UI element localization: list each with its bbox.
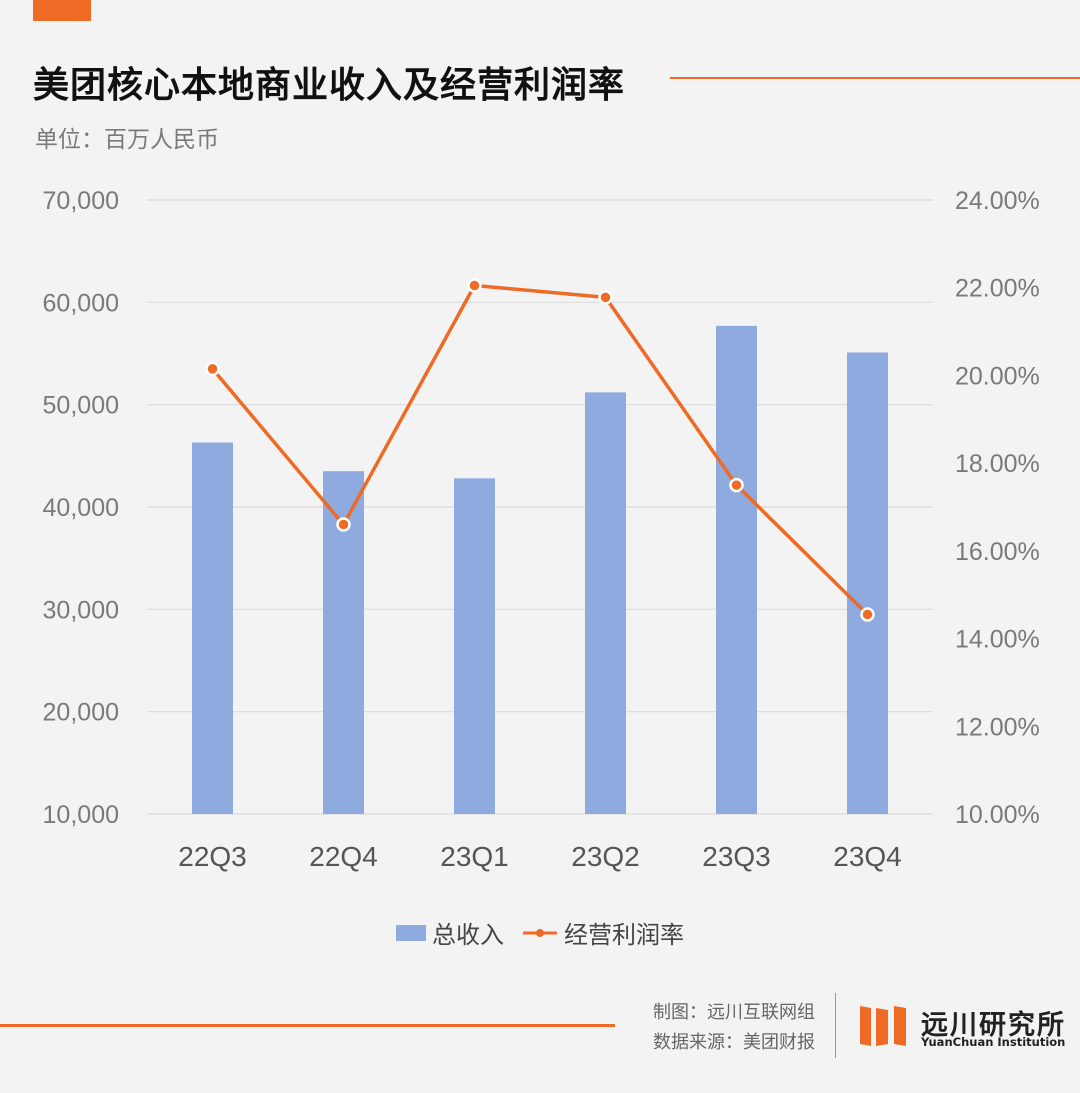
x-tick-label: 22Q4 — [309, 841, 378, 872]
y-left-tick-label: 40,000 — [43, 494, 119, 522]
y-right-tick-label: 20.00% — [955, 362, 1040, 390]
legend-margin-label: 经营利润率 — [564, 921, 684, 949]
y-left-tick-label: 10,000 — [43, 801, 119, 829]
credits: 制图：远川互联网组 数据来源：美团财报 — [653, 998, 815, 1058]
revenue-bar — [847, 352, 888, 814]
legend-revenue-label: 总收入 — [432, 921, 504, 949]
legend-line-swatch — [523, 928, 557, 937]
accent-bar — [33, 0, 91, 21]
y-right-tick-label: 24.00% — [955, 187, 1040, 215]
chart-title: 美团核心本地商业收入及经营利润率 — [33, 65, 626, 106]
y-left-tick-label: 70,000 — [43, 187, 119, 215]
y-right-tick-label: 12.00% — [955, 713, 1040, 741]
y-right-tick-label: 16.00% — [955, 538, 1040, 566]
revenue-bar — [192, 442, 233, 814]
legend-bar-swatch — [396, 924, 426, 941]
x-tick-label: 22Q3 — [178, 841, 247, 872]
margin-point — [598, 290, 613, 305]
logo-text-cn: 远川研究所 — [921, 1010, 1066, 1041]
x-tick-label: 23Q2 — [571, 841, 640, 872]
y-right-tick-label: 10.00% — [955, 801, 1040, 829]
x-tick-label: 23Q4 — [833, 841, 902, 872]
revenue-bar — [585, 392, 626, 814]
credit-made-by: 制图：远川互联网组 — [653, 1002, 815, 1023]
legend-item-revenue: 总收入 — [396, 915, 504, 950]
y-right-tick-label: 22.00% — [955, 275, 1040, 303]
credit-source: 数据来源：美团财报 — [653, 1032, 815, 1053]
legend-item-margin: 经营利润率 — [522, 915, 684, 950]
chart-subtitle: 单位：百万人民币 — [35, 127, 219, 153]
chart: 10,000 20,000 30,000 40,000 50,000 60,000 70,0… — [43, 187, 1040, 872]
margin-point — [336, 517, 351, 532]
margin-line — [211, 283, 869, 616]
y-left-tick-label: 60,000 — [43, 289, 119, 317]
y-right-tick-label: 18.00% — [955, 450, 1040, 478]
y-right-tick-label: 14.00% — [955, 626, 1040, 654]
y-left-tick-label: 30,000 — [43, 596, 119, 624]
y-left-tick-label: 50,000 — [43, 392, 119, 420]
x-tick-label: 23Q1 — [440, 841, 509, 872]
revenue-bar — [454, 478, 495, 814]
margin-point — [205, 361, 220, 377]
margin-point — [467, 278, 482, 293]
x-tick-label: 23Q3 — [702, 841, 771, 872]
logo-text-en: YuanChuan Institution — [921, 1035, 1066, 1049]
yuanchuan-logo-icon — [860, 1006, 906, 1046]
footer-rule — [0, 1024, 615, 1027]
y-left-tick-label: 20,000 — [43, 699, 119, 727]
margin-point — [729, 477, 744, 493]
legend: 总收入 经营利润率 — [0, 915, 1080, 950]
title-rule — [670, 77, 1080, 79]
revenue-bar — [716, 325, 757, 814]
footer-divider — [835, 993, 836, 1058]
margin-point — [860, 607, 875, 622]
